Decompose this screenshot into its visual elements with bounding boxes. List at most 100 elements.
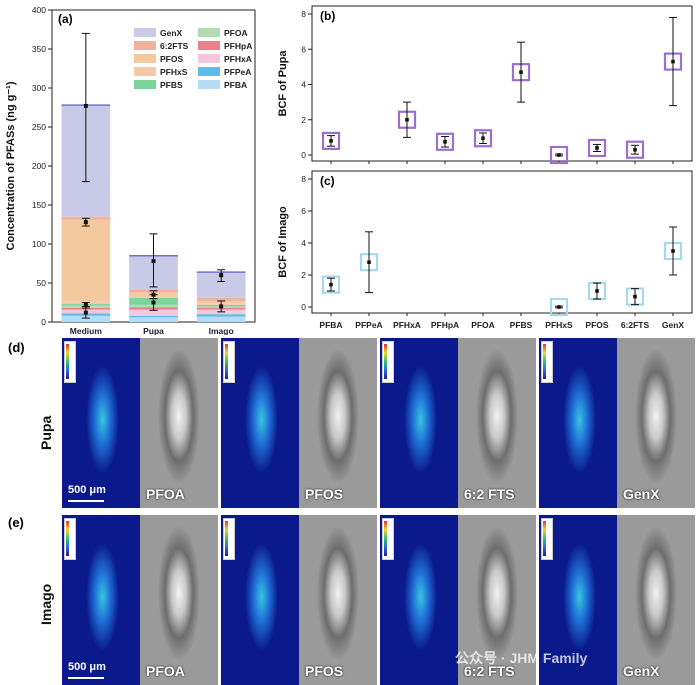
error-mean-marker: [151, 300, 156, 305]
elemental-map-pfoa: [62, 515, 140, 685]
color-scale-bar: [66, 521, 69, 556]
data-point-center: [671, 59, 675, 64]
data-point-center: [481, 136, 485, 141]
data-point-center: [367, 260, 371, 264]
compound-label: PFOS: [305, 486, 344, 502]
y-tick-label: 6: [301, 206, 306, 216]
error-mean-marker: [83, 103, 88, 108]
y-tick-label: 400: [32, 5, 46, 15]
y-tick-label: 50: [37, 278, 47, 288]
y-tick-label: 0: [41, 317, 46, 327]
panel-label-b: (b): [320, 9, 335, 23]
data-point-center: [671, 249, 675, 253]
x-tick-label: GenX: [662, 320, 685, 330]
sem-image-pfoa: [140, 515, 218, 685]
color-scale-legend: [382, 341, 394, 383]
row-label-imago: Imago: [38, 583, 54, 625]
y-tick-label: 2: [301, 270, 306, 280]
color-scale-legend: [541, 518, 553, 560]
data-point-center: [633, 294, 637, 299]
sem-image-genx: [617, 515, 695, 685]
x-tick-label: Pupa: [143, 326, 164, 335]
color-scale-bar: [66, 344, 69, 379]
y-axis-label: Concentration of PFASs (ng g⁻¹): [5, 81, 17, 250]
y-tick-label: 4: [301, 238, 306, 248]
error-mean-marker: [83, 220, 88, 225]
legend-swatch: [134, 41, 156, 50]
legend-label: PFPeA: [224, 67, 251, 77]
scale-bar-label: 500 μm: [68, 484, 106, 496]
compound-label: 6:2 FTS: [464, 486, 515, 502]
legend-swatch: [198, 41, 220, 50]
elemental-map-pfos: [221, 338, 299, 508]
data-point-center: [443, 139, 447, 144]
data-point-center: [329, 282, 333, 287]
y-tick-label: 100: [32, 239, 46, 249]
color-scale-bar: [543, 344, 546, 379]
legend-swatch: [134, 54, 156, 63]
sem-image-pfoa: [140, 338, 218, 508]
y-tick-label: 300: [32, 83, 46, 93]
sem-image-62fts: [458, 515, 536, 685]
bcf-imago-chart: (c) 0 2 4 6 8 BCF of Imago PFBA PFPeA PFHxA PFHpA P…: [277, 170, 693, 330]
bar-segment-pfos: [61, 219, 111, 302]
bar-segment-pfpea: [196, 314, 246, 317]
color-scale-bar: [384, 344, 387, 379]
data-point-center: [557, 153, 561, 157]
y-tick-label: 4: [301, 80, 306, 90]
legend-label: PFBS: [160, 80, 183, 90]
y-tick-label: 0: [301, 302, 306, 312]
compound-label: PFOA: [146, 663, 185, 679]
legend-swatch: [134, 80, 156, 89]
elemental-map-genx: [539, 338, 617, 508]
y-tick-label: 200: [32, 161, 46, 171]
bar-segment-pfba: [129, 317, 178, 322]
data-point-marker: [473, 129, 493, 148]
panel-label-e: (e): [8, 515, 24, 530]
panel-label-a: (a): [58, 12, 73, 26]
color-scale-legend: [223, 341, 235, 383]
elemental-map-pfoa: [62, 338, 140, 508]
elemental-map-pfos: [221, 515, 299, 685]
bar-segment-pfpea: [129, 315, 178, 318]
data-point-marker: [549, 297, 569, 317]
data-point-center: [557, 305, 561, 309]
compound-label: PFOA: [146, 486, 185, 502]
data-point-center: [519, 70, 523, 74]
y-tick-label: 6: [301, 44, 306, 54]
bar-segment-62fts: [196, 297, 246, 301]
plot-frame: [311, 5, 693, 162]
color-scale-bar: [384, 521, 387, 556]
data-point-center: [329, 139, 333, 143]
legend-swatch: [198, 54, 220, 63]
compound-label: GenX: [623, 663, 660, 679]
color-scale-bar: [225, 521, 228, 556]
color-scale-legend: [64, 518, 76, 560]
sem-image-pfos: [299, 338, 377, 508]
elemental-map-62fts: [380, 515, 458, 685]
x-tick-label: PFOS: [585, 320, 608, 330]
x-tick-label: PFHpA: [431, 320, 459, 330]
y-tick-label: 2: [301, 115, 306, 125]
y-axis-label: BCF of Imago: [277, 206, 289, 278]
y-tick-label: 0: [301, 150, 306, 160]
error-mean-marker: [83, 302, 88, 307]
legend-label: 6:2FTS: [160, 41, 189, 51]
elemental-map-62fts: [380, 338, 458, 508]
panel-label-c: (c): [320, 174, 335, 188]
color-scale-legend: [382, 518, 394, 560]
x-tick-label: PFBS: [510, 320, 533, 330]
scale-bar-label: 500 μm: [68, 661, 106, 673]
stacked-bar-chart: (a) 0 50 100 150 200 250 300 350 400 Concentration…: [5, 5, 256, 335]
error-mean-marker: [219, 273, 224, 278]
sem-image-genx: [617, 338, 695, 508]
legend-label: PFHxS: [160, 67, 188, 77]
color-scale-legend: [223, 518, 235, 560]
watermark: 公众号 · JHM Family: [455, 650, 588, 666]
color-scale-legend: [541, 341, 553, 383]
data-point-center: [595, 146, 599, 150]
color-scale-bar: [225, 344, 228, 379]
bcf-pupa-chart: (b) 0 2 4 6 8 BCF of Pupa: [277, 5, 693, 165]
legend-swatch: [198, 80, 220, 89]
x-tick-label: PFBA: [319, 320, 342, 330]
